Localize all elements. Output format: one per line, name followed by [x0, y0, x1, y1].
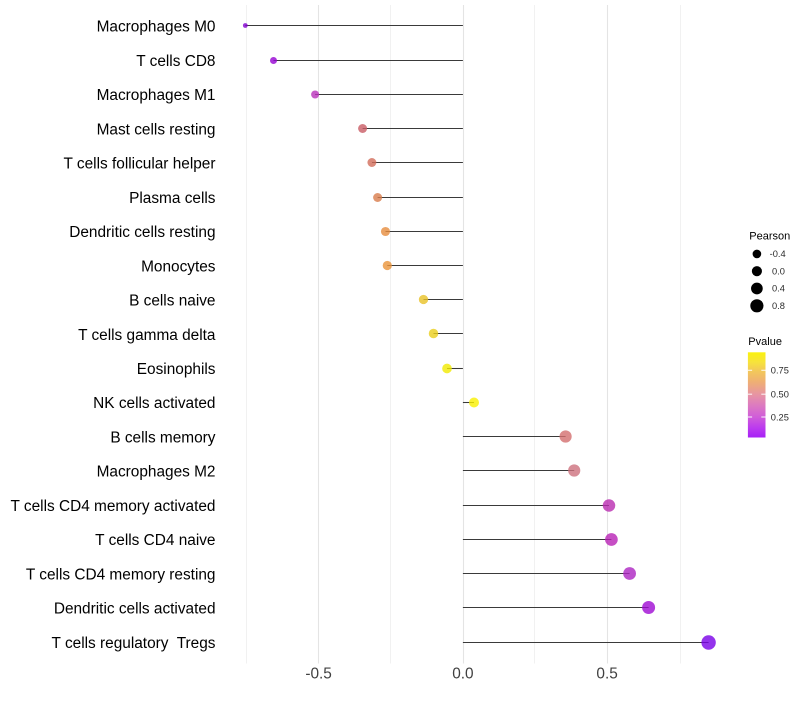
- svg-text:T cells CD4 memory activated: T cells CD4 memory activated: [11, 498, 216, 515]
- svg-text:NK cells activated: NK cells activated: [93, 395, 215, 412]
- svg-text:Pvalue: Pvalue: [748, 336, 782, 348]
- svg-text:T cells follicular helper: T cells follicular helper: [64, 156, 216, 173]
- svg-text:Mast cells resting: Mast cells resting: [97, 121, 216, 138]
- svg-text:-0.5: -0.5: [305, 665, 332, 682]
- svg-text:Eosinophils: Eosinophils: [137, 361, 216, 378]
- svg-text:Dendritic cells resting: Dendritic cells resting: [69, 224, 215, 241]
- svg-text:T cells CD4 naive: T cells CD4 naive: [95, 532, 215, 549]
- svg-text:0.0: 0.0: [772, 266, 785, 276]
- svg-text:T cells regulatory Tregs: T cells regulatory Tregs: [52, 635, 216, 652]
- svg-text:Dendritic cells activated: Dendritic cells activated: [54, 601, 216, 618]
- svg-text:-0.4: -0.4: [770, 249, 786, 259]
- svg-text:0.4: 0.4: [772, 284, 785, 294]
- svg-text:0.50: 0.50: [771, 390, 789, 400]
- svg-text:T cells CD4 memory resting: T cells CD4 memory resting: [26, 566, 216, 583]
- svg-text:B cells memory: B cells memory: [110, 430, 215, 447]
- svg-text:Macrophages M1: Macrophages M1: [97, 87, 216, 104]
- svg-text:Plasma cells: Plasma cells: [129, 190, 216, 207]
- svg-text:Macrophages M2: Macrophages M2: [97, 464, 216, 481]
- svg-text:0.75: 0.75: [771, 366, 789, 376]
- svg-text:0.8: 0.8: [772, 301, 785, 311]
- svg-text:Macrophages M0: Macrophages M0: [97, 19, 216, 36]
- svg-text:Pearson: Pearson: [749, 231, 790, 243]
- svg-text:0.25: 0.25: [771, 412, 789, 422]
- svg-text:B cells naive: B cells naive: [129, 293, 215, 310]
- svg-text:0.0: 0.0: [452, 665, 473, 682]
- svg-text:T cells gamma delta: T cells gamma delta: [78, 327, 216, 344]
- svg-text:T cells CD8: T cells CD8: [136, 53, 215, 70]
- svg-text:Monocytes: Monocytes: [141, 258, 216, 275]
- svg-text:0.5: 0.5: [596, 665, 617, 682]
